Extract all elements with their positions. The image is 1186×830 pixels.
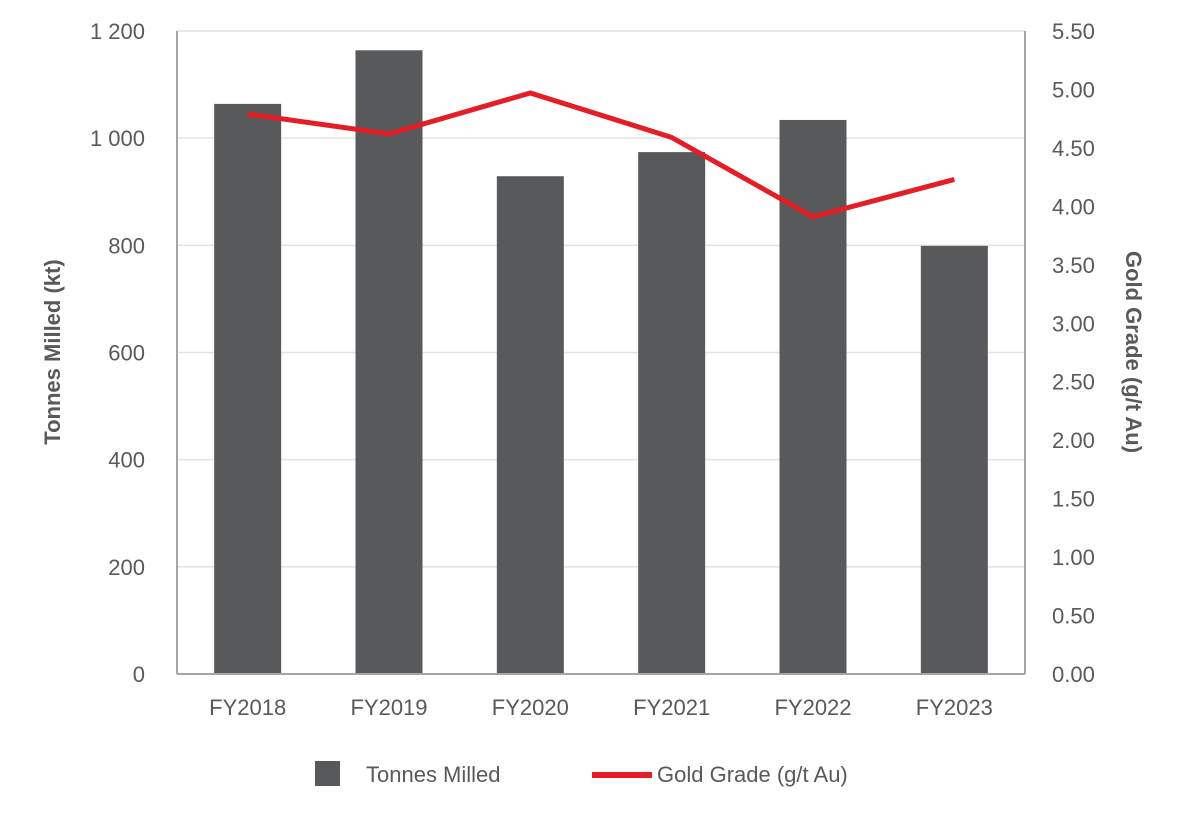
legend-label-gold-grade: Gold Grade (g/t Au) bbox=[657, 762, 848, 787]
legend: Tonnes Milled Gold Grade (g/t Au) bbox=[315, 761, 848, 787]
y-tick-label: 1 200 bbox=[90, 19, 145, 44]
x-tick-label: FY2019 bbox=[350, 695, 427, 720]
y2-tick-label: 0.50 bbox=[1052, 604, 1095, 629]
x-tick-label: FY2022 bbox=[774, 695, 851, 720]
bar bbox=[638, 152, 706, 674]
y-tick-label: 400 bbox=[108, 448, 145, 473]
x-tick-label: FY2023 bbox=[916, 695, 993, 720]
bar bbox=[920, 245, 988, 674]
x-axis-ticks: FY2018 FY2019 FY2020 FY2021 FY2022 FY2023 bbox=[209, 695, 993, 720]
axes bbox=[176, 31, 1026, 675]
right-axis-ticks: 0.00 0.50 1.00 1.50 2.00 2.50 3.00 3.50 4.00 4.50… bbox=[1052, 19, 1095, 687]
legend-swatch-tonnes-milled bbox=[315, 761, 340, 786]
legend-label-tonnes-milled: Tonnes Milled bbox=[366, 762, 501, 787]
bar bbox=[355, 50, 423, 675]
legend-swatch-gold-grade bbox=[592, 772, 652, 778]
right-axis-title: Gold Grade (g/t Au) bbox=[1121, 251, 1146, 453]
y-tick-label: 600 bbox=[108, 341, 145, 366]
bar-series-tonnes-milled bbox=[214, 50, 988, 675]
y2-tick-label: 2.50 bbox=[1052, 370, 1095, 395]
y2-tick-label: 2.00 bbox=[1052, 428, 1095, 453]
gridlines bbox=[177, 30, 1025, 568]
x-tick-label: FY2021 bbox=[633, 695, 710, 720]
bar bbox=[496, 176, 564, 675]
bar bbox=[214, 103, 282, 674]
left-axis-title: Tonnes Milled (kt) bbox=[40, 259, 65, 444]
y2-tick-label: 4.00 bbox=[1052, 194, 1095, 219]
line-series-gold-grade bbox=[247, 90, 955, 220]
y2-tick-label: 5.00 bbox=[1052, 77, 1095, 102]
y-tick-label: 200 bbox=[108, 555, 145, 580]
y2-tick-label: 5.50 bbox=[1052, 19, 1095, 44]
y2-tick-label: 3.50 bbox=[1052, 253, 1095, 278]
y-tick-label: 0 bbox=[133, 662, 145, 687]
y2-tick-label: 1.00 bbox=[1052, 545, 1095, 570]
y2-tick-label: 3.00 bbox=[1052, 311, 1095, 336]
y-tick-label: 1 000 bbox=[90, 126, 145, 151]
y2-tick-label: 0.00 bbox=[1052, 662, 1095, 687]
y2-tick-label: 4.50 bbox=[1052, 136, 1095, 161]
y-tick-label: 800 bbox=[108, 233, 145, 258]
y2-tick-label: 1.50 bbox=[1052, 487, 1095, 512]
x-tick-label: FY2018 bbox=[209, 695, 286, 720]
x-tick-label: FY2020 bbox=[492, 695, 569, 720]
gold-grade-line bbox=[247, 90, 955, 220]
left-axis-ticks: 0 200 400 600 800 1 000 1 200 bbox=[90, 19, 145, 687]
